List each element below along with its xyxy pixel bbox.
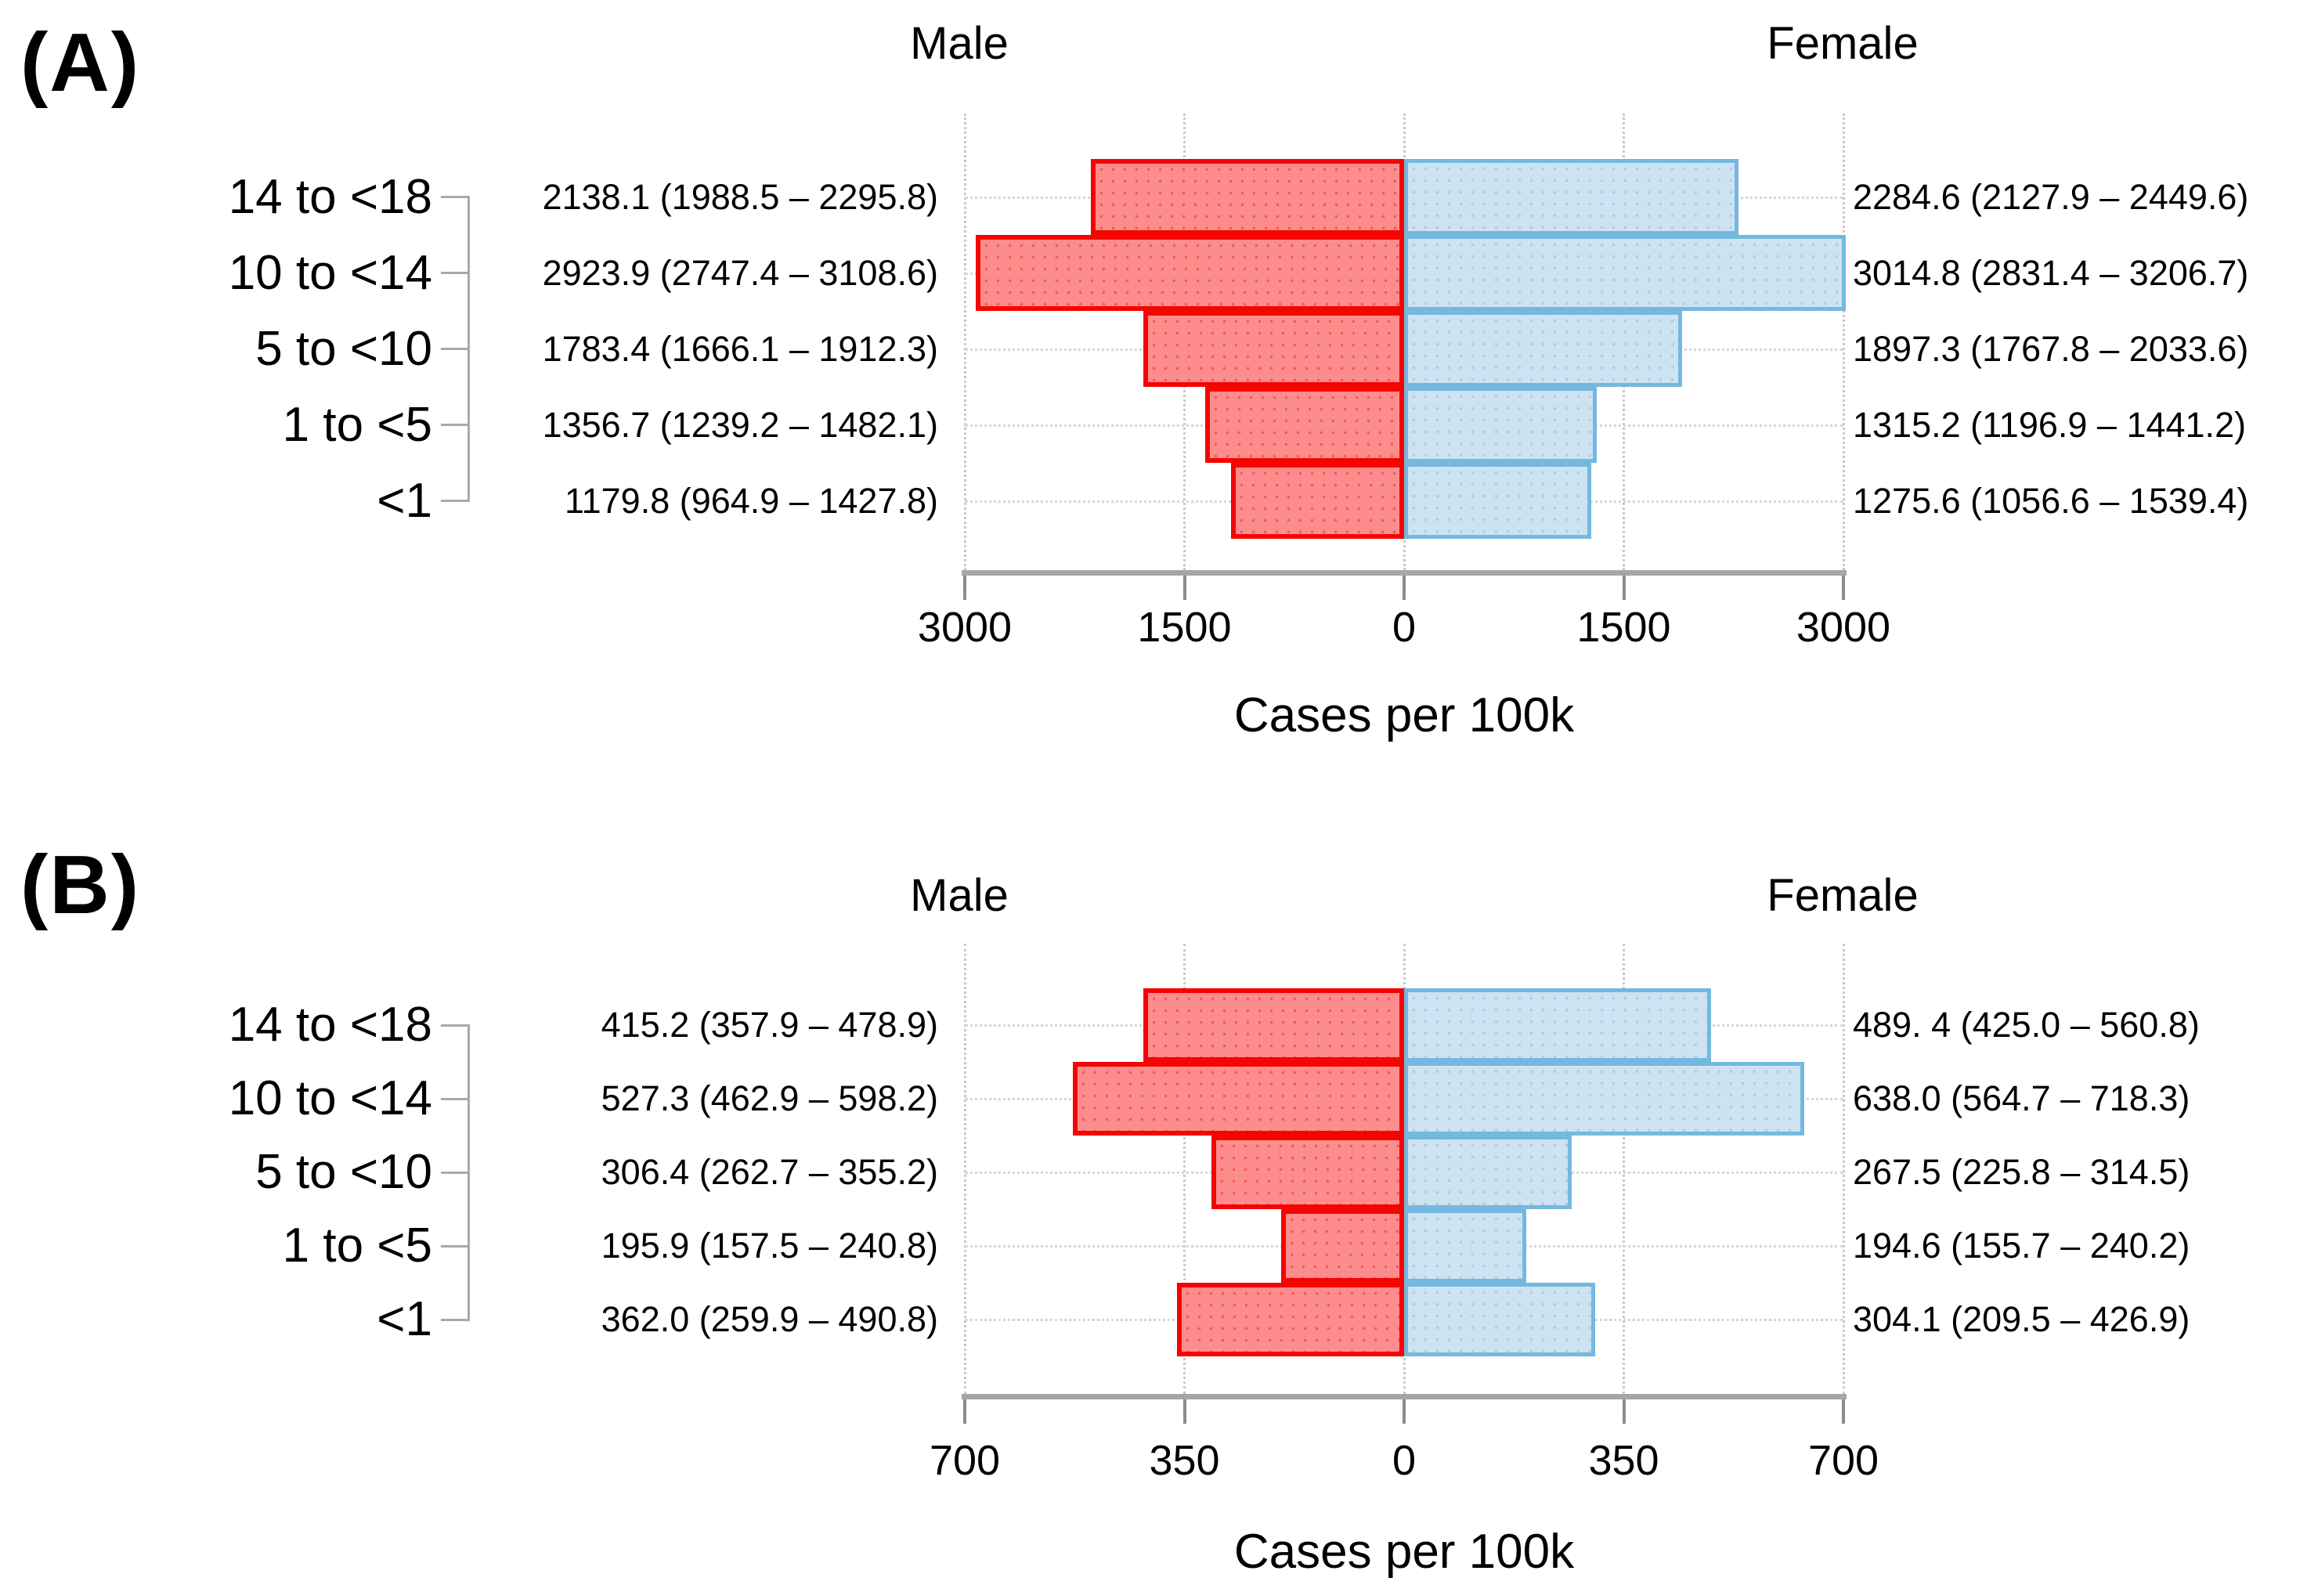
male-bar [1205, 387, 1404, 463]
gridline-vertical [1842, 944, 1845, 1394]
x-axis-tick-mark [1842, 576, 1845, 600]
x-axis-line [962, 570, 1847, 576]
age-axis-tick [441, 424, 470, 426]
male-bar [1231, 463, 1404, 539]
male-bar [1281, 1209, 1404, 1283]
female-value-label: 1275.6 (1056.6 – 1539.4) [1853, 480, 2249, 521]
female-bar [1404, 988, 1712, 1062]
panel-a-label: (A) [20, 16, 141, 109]
x-axis-tick-mark [1403, 576, 1406, 600]
age-axis-tick [441, 500, 470, 502]
x-axis-tick-mark [963, 576, 966, 600]
gridline-vertical [1842, 114, 1845, 570]
age-group-label: 1 to <5 [282, 1219, 432, 1273]
gridline-vertical [1623, 944, 1625, 1394]
gridline-vertical [963, 114, 966, 570]
female-bar [1404, 311, 1682, 387]
gridline-vertical [963, 944, 966, 1394]
male-value-label: 527.3 (462.9 – 598.2) [601, 1078, 938, 1118]
female-value-label: 1897.3 (1767.8 – 2033.6) [1853, 328, 2249, 369]
male-value-label: 1179.8 (964.9 – 1427.8) [564, 480, 938, 521]
x-axis-tick-label: 3000 [917, 604, 1013, 651]
male-value-label: 1356.7 (1239.2 – 1482.1) [542, 404, 938, 445]
age-axis-tick [441, 196, 470, 198]
x-axis-tick-label: 0 [1392, 1437, 1417, 1484]
age-group-label: <1 [377, 1292, 432, 1346]
age-axis-tick [441, 1024, 470, 1027]
age-group-label: 14 to <18 [228, 169, 432, 224]
male-column-title-b: Male [910, 870, 1009, 921]
male-value-label: 195.9 (157.5 – 240.8) [601, 1226, 938, 1266]
x-axis-tick-mark [963, 1399, 966, 1424]
x-axis-tick-label: 1500 [1576, 604, 1671, 651]
x-axis-line [962, 1394, 1847, 1399]
female-value-label: 2284.6 (2127.9 – 2449.6) [1853, 176, 2249, 217]
x-axis-tick-mark [1182, 1399, 1186, 1424]
panel-b-label: (B) [20, 839, 141, 931]
female-bar [1404, 387, 1597, 463]
age-group-label: 10 to <14 [228, 1071, 432, 1125]
x-axis-tick-mark [1622, 1399, 1626, 1424]
female-value-label: 489. 4 (425.0 – 560.8) [1853, 1005, 2200, 1045]
x-axis-tick-mark [1182, 576, 1186, 600]
male-bar [1143, 988, 1404, 1062]
age-group-label: 1 to <5 [282, 397, 432, 452]
female-column-title-b: Female [1767, 870, 1919, 921]
x-axis-tick-label: 350 [1149, 1437, 1220, 1484]
female-value-label: 304.1 (209.5 – 426.9) [1853, 1299, 2190, 1339]
male-column-title-a: Male [910, 18, 1009, 69]
female-column-title-a: Female [1767, 18, 1919, 69]
female-value-label: 194.6 (155.7 – 240.2) [1853, 1226, 2190, 1266]
age-axis-line [468, 197, 470, 501]
age-group-label: 14 to <18 [228, 998, 432, 1052]
female-bar [1404, 1136, 1572, 1209]
age-group-label: 5 to <10 [255, 1145, 432, 1199]
male-value-label: 2923.9 (2747.4 – 3108.6) [542, 252, 938, 293]
male-value-label: 362.0 (259.9 – 490.8) [601, 1299, 938, 1339]
female-value-label: 267.5 (225.8 – 314.5) [1853, 1152, 2190, 1192]
x-axis-tick-mark [1622, 576, 1626, 600]
age-axis-tick [441, 272, 470, 274]
age-axis-tick [441, 1097, 470, 1100]
female-bar [1404, 463, 1591, 539]
male-value-label: 2138.1 (1988.5 – 2295.8) [542, 176, 938, 217]
male-bar [1073, 1062, 1404, 1136]
age-group-label: <1 [377, 473, 432, 528]
age-axis-line [468, 1025, 470, 1320]
female-value-label: 1315.2 (1196.9 – 1441.2) [1853, 404, 2247, 445]
age-group-label: 10 to <14 [228, 245, 432, 300]
male-value-label: 1783.4 (1666.1 – 1912.3) [542, 328, 938, 369]
female-bar [1404, 1283, 1595, 1356]
age-axis-tick [441, 1318, 470, 1321]
x-axis-tick-label: 0 [1392, 604, 1417, 651]
female-value-label: 3014.8 (2831.4 – 3206.7) [1853, 252, 2249, 293]
x-axis-tick-label: 3000 [1796, 604, 1891, 651]
x-axis-tick-label: 350 [1588, 1437, 1659, 1484]
male-bar [1143, 311, 1404, 387]
x-axis-tick-label: 700 [1807, 1437, 1879, 1484]
male-bar [1211, 1136, 1404, 1209]
x-axis-tick-mark [1403, 1399, 1406, 1424]
x-axis-title-b: Cases per 100k [1233, 1525, 1575, 1579]
x-axis-tick-label: 1500 [1137, 604, 1232, 651]
age-axis-tick [441, 1171, 470, 1174]
gridline-vertical [1183, 944, 1186, 1394]
x-axis-tick-mark [1842, 1399, 1845, 1424]
x-axis-tick-label: 700 [929, 1437, 1001, 1484]
x-axis-title-a: Cases per 100k [1233, 688, 1575, 742]
female-bar [1404, 1062, 1805, 1136]
male-bar [1091, 159, 1404, 235]
age-axis-tick [441, 348, 470, 350]
male-bar [976, 235, 1404, 311]
female-value-label: 638.0 (564.7 – 718.3) [1853, 1078, 2190, 1118]
age-group-label: 5 to <10 [255, 321, 432, 376]
female-bar [1404, 1209, 1526, 1283]
age-axis-tick [441, 1244, 470, 1248]
male-value-label: 306.4 (262.7 – 355.2) [601, 1152, 938, 1192]
female-bar [1404, 159, 1739, 235]
male-value-label: 415.2 (357.9 – 478.9) [601, 1005, 938, 1045]
female-bar [1404, 235, 1846, 311]
male-bar [1176, 1283, 1404, 1356]
